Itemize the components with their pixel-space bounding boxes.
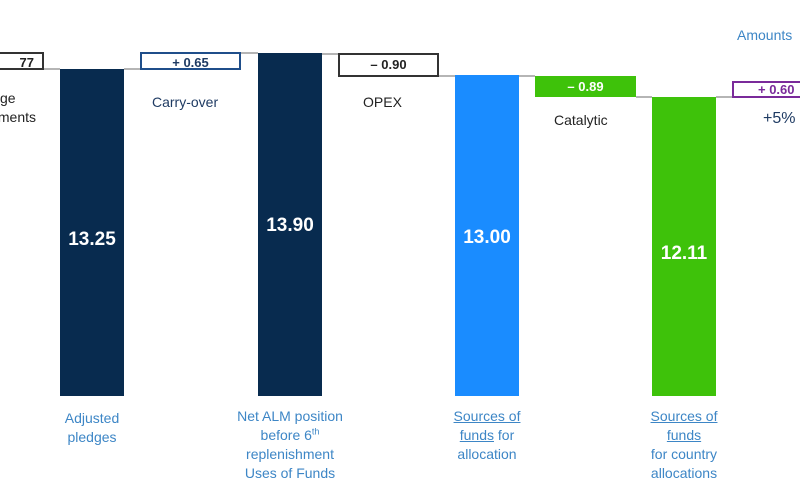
label-opex: OPEX <box>363 94 402 110</box>
delta-box-step0: 77 <box>0 52 44 70</box>
label-net-alm-4: Uses of Funds <box>244 465 336 481</box>
label-sof2-c: for country <box>650 446 718 462</box>
delta-box-catalytic: – 0.89 <box>535 76 636 97</box>
label-sof1-b: funds for <box>459 427 515 443</box>
label-pledges: pledges <box>67 429 117 445</box>
label-catalytic: Catalytic <box>554 112 608 128</box>
bar-adjusted-pledges: 13.25 <box>60 69 124 396</box>
label-net-alm-1: Net ALM position <box>237 408 343 424</box>
label-plus5: +5% <box>763 110 796 127</box>
connector-2-3 <box>241 52 258 54</box>
connector-1-2 <box>124 68 140 70</box>
delta-value-plus: + 0.60 <box>758 82 795 97</box>
amounts-label: Amounts <box>737 27 793 43</box>
label-sof2-a: Sources of <box>650 408 718 424</box>
delta-value-carry-over: + 0.65 <box>172 55 209 70</box>
label-net-alm-2: before 6th <box>260 426 320 443</box>
bar-value-net-alm: 13.90 <box>266 215 314 236</box>
label-sof1-c: allocation <box>457 446 517 462</box>
bar-value-sources-allocation: 13.00 <box>463 227 511 248</box>
label-sof1-a: Sources of <box>453 408 521 424</box>
delta-value-opex: – 0.90 <box>370 57 407 72</box>
delta-value-catalytic: – 0.89 <box>567 79 604 94</box>
label-step0-line2: ments <box>0 109 36 125</box>
bar-net-alm: 13.90 <box>258 53 322 396</box>
label-adjusted: Adjusted <box>64 410 120 426</box>
delta-value-step0: 77 <box>19 55 34 70</box>
label-carry-over: Carry-over <box>152 94 219 110</box>
bar-value-adjusted-pledges: 13.25 <box>68 229 116 250</box>
connector-0-1 <box>44 68 60 70</box>
delta-box-plus: + 0.60 <box>732 81 800 98</box>
connector-3-4 <box>322 53 338 55</box>
label-step0-line1: ge <box>0 90 16 106</box>
connector-7-8 <box>716 96 732 98</box>
bar-sources-allocation: 13.00 <box>455 75 519 396</box>
connector-4-5 <box>439 75 455 77</box>
label-sof2-d: allocations <box>650 465 718 481</box>
label-net-alm-3: replenishment <box>246 446 334 462</box>
label-sof2-b: funds <box>666 427 702 443</box>
connector-6-7 <box>636 96 652 98</box>
bar-value-sources-country: 12.11 <box>660 243 708 264</box>
delta-box-carry-over: + 0.65 <box>140 52 241 70</box>
bar-sources-country: 12.11 <box>652 97 716 396</box>
delta-box-opex: – 0.90 <box>338 53 439 77</box>
connector-5-6 <box>519 75 535 77</box>
